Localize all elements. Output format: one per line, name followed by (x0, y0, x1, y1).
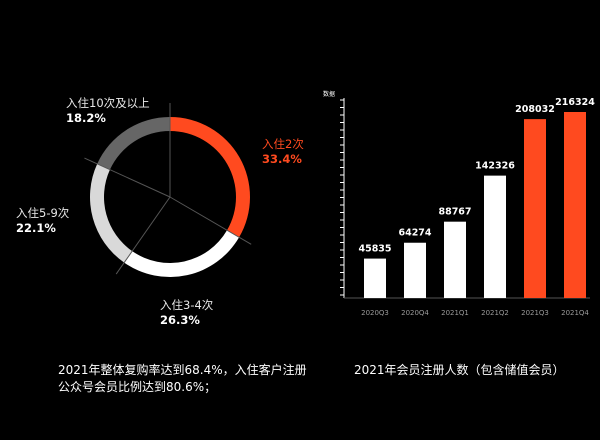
x-tick-label: 2020Q3 (361, 309, 389, 317)
left-caption-line2: 公众号会员比例达到80.6%； (58, 380, 217, 394)
bar (524, 119, 546, 298)
pie-label-name: 入住3-4次 (160, 298, 214, 312)
pie-divider (169, 196, 252, 245)
bar-value-label: 208032 (515, 104, 555, 115)
right-caption: 2021年会员注册人数（包含储值会员） (354, 363, 565, 377)
pie-label-value: 22.1% (16, 221, 56, 235)
bar (444, 221, 466, 298)
bar (404, 242, 426, 298)
pie-label-5-9: 入住5-9次 22.1% (16, 206, 69, 236)
pie-divider (115, 196, 171, 275)
pie-slice (90, 163, 133, 263)
y-axis-label: 数据 (323, 90, 335, 98)
bar (564, 112, 586, 298)
pie-label-value: 33.4% (262, 152, 302, 166)
bar-value-label: 64274 (398, 228, 431, 239)
left-caption-line1: 2021年整体复购率达到68.4%，入住客户注册 (58, 363, 307, 377)
pie-label-name: 入住10次及以上 (66, 96, 150, 110)
x-tick-label: 2021Q1 (441, 309, 469, 317)
pie-label-name: 入住2次 (262, 137, 304, 151)
bar (364, 258, 386, 298)
x-tick-label: 2021Q2 (481, 309, 509, 317)
bar (484, 175, 506, 298)
pie-slice (170, 117, 250, 238)
x-tick-label: 2021Q4 (561, 309, 589, 317)
pie-label-value: 18.2% (66, 111, 106, 125)
bar-value-label: 45835 (358, 244, 391, 255)
pie-divider (84, 157, 171, 198)
pie-slice (97, 117, 170, 170)
x-tick-label: 2021Q3 (521, 309, 549, 317)
bar-value-label: 216324 (555, 97, 595, 108)
bar-value-label: 88767 (438, 207, 471, 218)
pie-label-name: 入住5-9次 (16, 206, 70, 220)
pie-slice (124, 230, 240, 277)
pie-label-2: 入住2次 33.4% (262, 137, 304, 167)
pie-label-10plus: 入住10次及以上 18.2% (66, 96, 150, 126)
left-caption: 2021年整体复购率达到68.4%，入住客户注册 公众号会员比例达到80.6%； (58, 362, 328, 396)
x-tick-label: 2020Q4 (401, 309, 429, 317)
bar-value-label: 142326 (475, 161, 515, 172)
pie-label-value: 26.3% (160, 313, 200, 327)
pie-label-3-4: 入住3-4次 26.3% (160, 298, 213, 328)
